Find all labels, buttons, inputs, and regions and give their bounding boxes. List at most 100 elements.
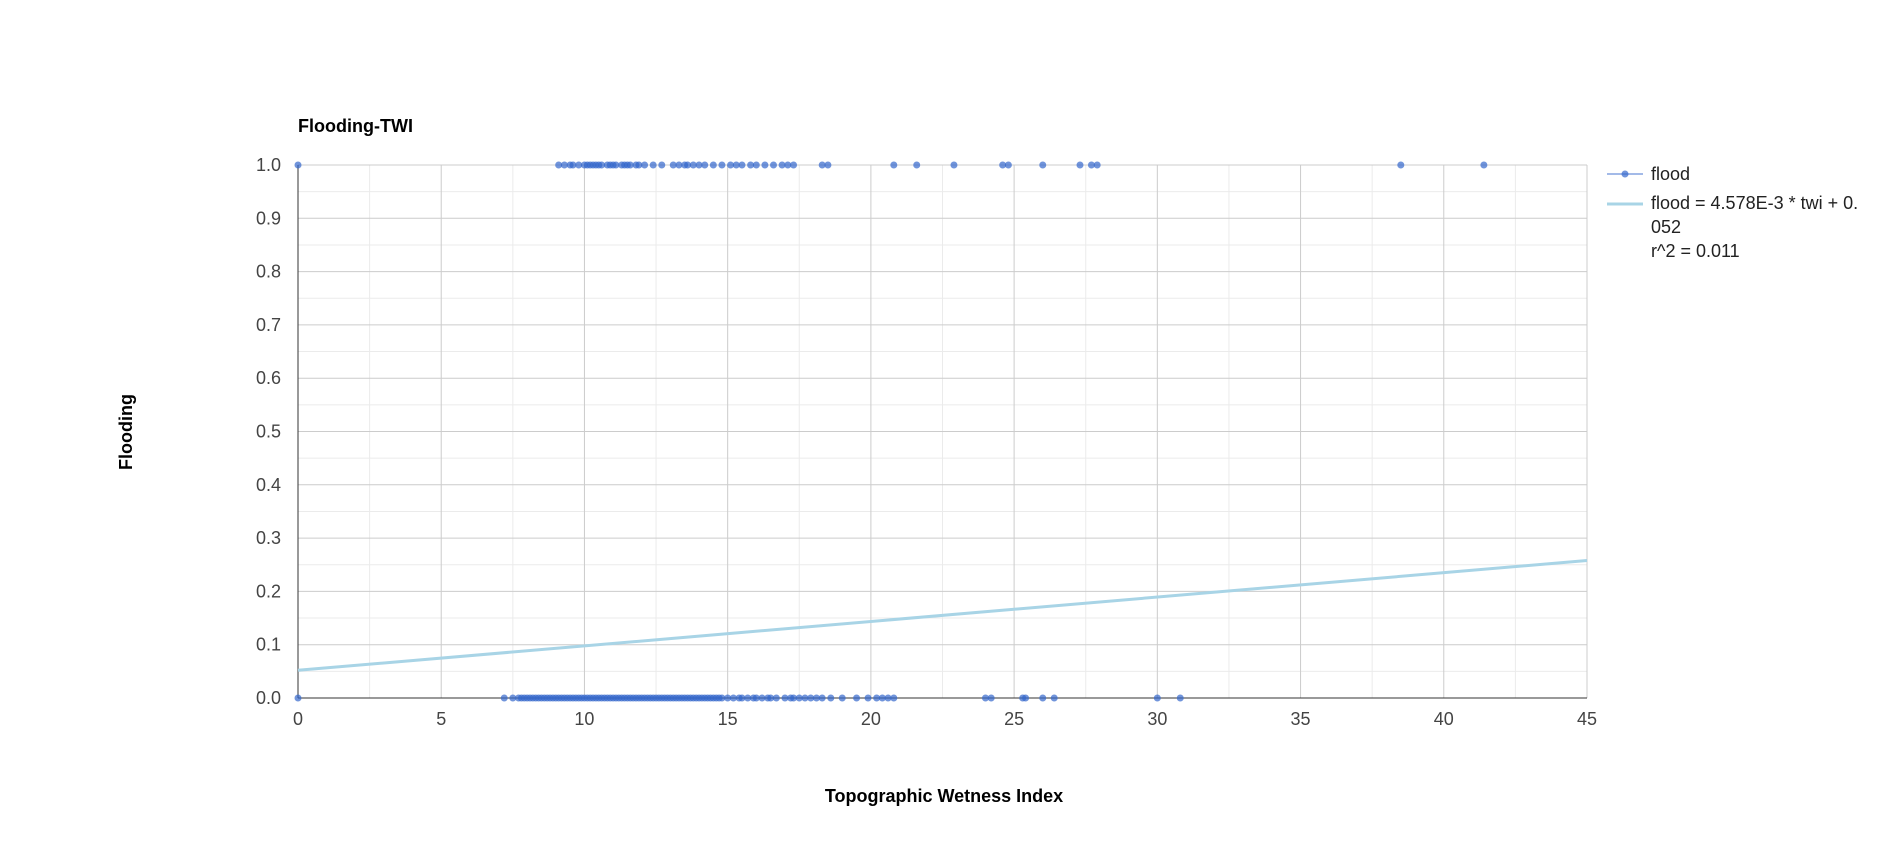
data-point-flood-0 (500, 694, 508, 702)
data-point-flood-0 (758, 694, 766, 702)
y-tick-label: 0.7 (256, 315, 281, 335)
data-point-flood-0 (873, 694, 881, 702)
data-point-flood-0 (1153, 694, 1161, 702)
data-point-flood-0 (724, 694, 732, 702)
data-point-flood-1 (709, 161, 717, 169)
data-point-flood-1 (569, 161, 577, 169)
data-point-flood-1 (695, 161, 703, 169)
x-tick-label: 25 (1004, 709, 1024, 729)
data-point-flood-0 (884, 694, 892, 702)
data-point-flood-1 (999, 161, 1007, 169)
data-point-flood-1 (818, 161, 826, 169)
y-axis-ticks: 0.0 0.1 0.2 0.3 0.4 0.5 0.6 0.7 0.8 0.9 1.0 (256, 155, 281, 708)
data-point-flood-1 (738, 161, 746, 169)
data-point-flood-1 (727, 161, 735, 169)
data-point-flood-0 (801, 694, 809, 702)
data-point-flood-0 (1176, 694, 1184, 702)
data-point-flood-0 (294, 694, 302, 702)
data-point-flood-1 (669, 161, 677, 169)
data-point-flood-1 (626, 161, 634, 169)
data-point-flood-1 (752, 161, 760, 169)
data-point-flood-0 (795, 694, 803, 702)
chart-title: Flooding-TWI (298, 116, 413, 136)
data-point-flood-0 (509, 694, 517, 702)
data-point-flood-0 (772, 694, 780, 702)
legend-entry-trendline-line1: flood = 4.578E-3 * twi + 0. (1651, 193, 1858, 213)
data-point-flood-0 (890, 694, 898, 702)
x-axis-title: Topographic Wetness Index (825, 786, 1063, 806)
trendline (297, 558, 1588, 672)
data-point-flood-0 (729, 694, 737, 702)
data-point-flood-1 (747, 161, 755, 169)
legend-entry-trendline-line2: 052 (1651, 217, 1681, 237)
x-tick-label: 0 (293, 709, 303, 729)
data-point-flood-1 (560, 161, 568, 169)
y-tick-label: 0.2 (256, 581, 281, 601)
data-point-flood-1 (890, 161, 898, 169)
y-axis-title: Flooding (116, 394, 136, 470)
legend-entry-flood: flood (1651, 164, 1690, 184)
y-tick-label: 0.4 (256, 475, 281, 495)
legend-entry-r2: r^2 = 0.011 (1651, 241, 1740, 261)
y-tick-label: 0.0 (256, 688, 281, 708)
data-point-flood-1 (658, 161, 666, 169)
data-point-flood-1 (684, 161, 692, 169)
data-point-flood-1 (675, 161, 683, 169)
data-point-flood-0 (864, 694, 872, 702)
data-point-flood-0 (981, 694, 989, 702)
grid (297, 164, 1588, 699)
data-point-flood-1 (790, 161, 798, 169)
data-point-flood-0 (818, 694, 826, 702)
y-tick-label: 0.9 (256, 208, 281, 228)
x-tick-label: 30 (1147, 709, 1167, 729)
x-tick-label: 10 (574, 709, 594, 729)
data-point-flood-0 (838, 694, 846, 702)
data-point-flood-1 (732, 161, 740, 169)
data-point-flood-1 (1397, 161, 1405, 169)
y-tick-label: 0.8 (256, 262, 281, 282)
data-point-flood-0 (812, 694, 820, 702)
x-tick-label: 40 (1434, 709, 1454, 729)
data-point-flood-1 (769, 161, 777, 169)
legend-points-swatch-dot (1621, 170, 1629, 178)
data-point-flood-1 (1480, 161, 1488, 169)
data-point-flood-1 (718, 161, 726, 169)
x-axis-ticks: 0 5 10 15 20 25 30 35 40 45 (293, 709, 1597, 729)
data-point-flood-1 (1039, 161, 1047, 169)
data-point-flood-1 (913, 161, 921, 169)
data-point-flood-0 (987, 694, 995, 702)
data-point-flood-1 (1093, 161, 1101, 169)
data-point-flood-0 (1050, 694, 1058, 702)
data-point-flood-1 (701, 161, 709, 169)
data-point-flood-1 (1004, 161, 1012, 169)
data-point-flood-0 (767, 694, 775, 702)
x-tick-label: 5 (436, 709, 446, 729)
y-tick-label: 0.5 (256, 422, 281, 442)
data-point-flood-0 (744, 694, 752, 702)
data-point-flood-1 (778, 161, 786, 169)
data-point-flood-1 (598, 161, 606, 169)
data-point-flood-1 (950, 161, 958, 169)
y-tick-label: 0.3 (256, 528, 281, 548)
data-point-flood-1 (555, 161, 563, 169)
data-point-flood-0 (718, 694, 726, 702)
data-point-flood-1 (294, 161, 302, 169)
data-points (294, 161, 1488, 702)
x-tick-label: 20 (861, 709, 881, 729)
data-point-flood-0 (781, 694, 789, 702)
data-point-flood-0 (827, 694, 835, 702)
legend: flood flood = 4.578E-3 * twi + 0. 052 r^… (1607, 164, 1858, 261)
data-point-flood-1 (641, 161, 649, 169)
data-point-flood-0 (738, 694, 746, 702)
data-point-flood-1 (649, 161, 657, 169)
data-point-flood-0 (807, 694, 815, 702)
data-point-flood-1 (824, 161, 832, 169)
x-tick-label: 15 (718, 709, 738, 729)
data-point-flood-1 (635, 161, 643, 169)
data-point-flood-0 (853, 694, 861, 702)
data-point-flood-1 (761, 161, 769, 169)
y-tick-label: 1.0 (256, 155, 281, 175)
x-tick-label: 45 (1577, 709, 1597, 729)
data-point-flood-1 (1076, 161, 1084, 169)
data-point-flood-0 (1039, 694, 1047, 702)
